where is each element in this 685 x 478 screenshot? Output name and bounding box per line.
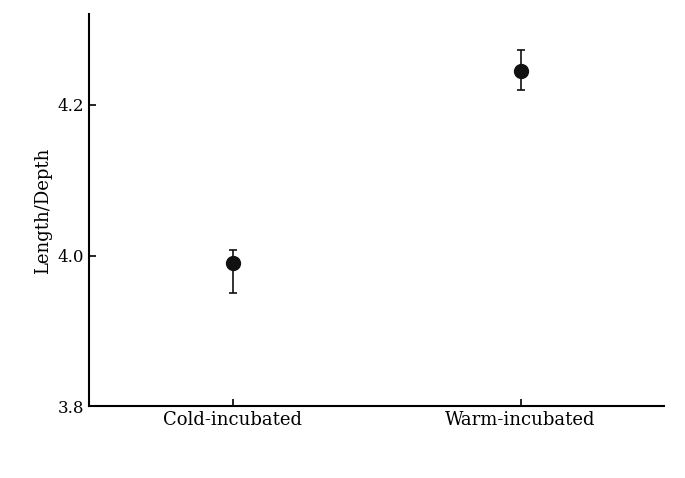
Point (515, 67, 526, 75)
Point (227, 259, 238, 267)
Y-axis label: Length/Depth: Length/Depth (34, 147, 52, 273)
